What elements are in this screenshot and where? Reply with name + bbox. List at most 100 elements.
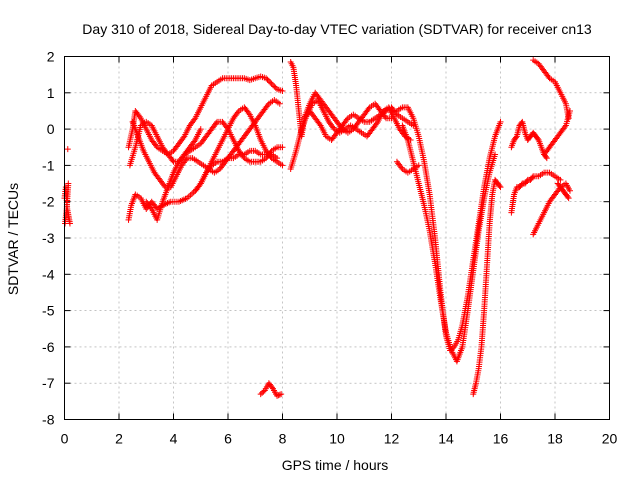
data-point — [180, 134, 187, 141]
data-point — [497, 118, 504, 125]
data-point — [265, 78, 272, 85]
data-point — [264, 76, 271, 83]
data-point — [566, 107, 573, 114]
x-tick-label: 12 — [384, 431, 400, 447]
data-point — [263, 75, 270, 82]
series-sat-j — [257, 380, 285, 399]
data-point — [415, 162, 422, 169]
data-point — [398, 164, 405, 171]
data-point — [316, 121, 323, 128]
y-tick-label: -4 — [42, 266, 55, 282]
data-point — [534, 135, 541, 142]
series-sat-w — [554, 180, 572, 202]
x-tick-label: 4 — [170, 431, 178, 447]
data-point — [496, 182, 503, 189]
series-sat-i — [192, 104, 286, 194]
x-tick-label: 16 — [493, 431, 509, 447]
data-point — [388, 115, 395, 122]
data-point — [245, 110, 252, 117]
y-tick-label: -5 — [42, 303, 55, 319]
data-point — [136, 113, 143, 120]
data-point — [65, 180, 72, 187]
data-point — [566, 187, 573, 194]
data-point — [272, 84, 279, 91]
data-point — [381, 113, 388, 120]
data-point — [213, 120, 220, 127]
series-sat-t — [530, 57, 572, 122]
data-point — [234, 109, 241, 116]
data-point — [191, 116, 198, 123]
x-tick-label: 6 — [224, 431, 232, 447]
series-sat-f — [126, 118, 204, 169]
data-points — [61, 57, 573, 399]
data-point — [180, 152, 187, 159]
y-tick-label: 1 — [47, 85, 55, 101]
data-point — [275, 392, 282, 399]
data-point — [557, 176, 564, 183]
series-sat-s — [508, 118, 550, 162]
plot-frame — [64, 56, 610, 420]
series-sat-m — [301, 89, 395, 136]
data-point — [153, 142, 160, 149]
x-axis-label: GPS time / hours — [282, 457, 389, 473]
x-tick-label: 14 — [438, 431, 454, 447]
x-tick-label: 20 — [602, 431, 618, 447]
series-sat-u — [541, 107, 573, 158]
y-tick-label: -8 — [42, 412, 55, 428]
data-point — [529, 174, 536, 181]
series-sat-o — [399, 122, 499, 365]
data-point — [196, 182, 203, 189]
y-tick-label: -3 — [42, 230, 55, 246]
data-point — [338, 124, 345, 131]
data-point — [543, 155, 550, 162]
data-point — [191, 138, 198, 145]
data-point — [269, 82, 276, 89]
data-point — [264, 102, 271, 109]
data-point — [240, 153, 247, 160]
series-sat-c — [64, 146, 71, 153]
data-point — [268, 80, 275, 87]
series-sat-q — [470, 176, 504, 398]
data-point — [267, 79, 274, 86]
data-point — [260, 388, 267, 395]
data-point — [365, 105, 372, 112]
data-point — [197, 126, 204, 133]
data-point — [330, 124, 337, 131]
data-point — [279, 87, 286, 94]
data-point — [492, 151, 499, 158]
chart-title: Day 310 of 2018, Sidereal Day-to-day VTE… — [82, 21, 592, 37]
data-point — [279, 162, 286, 169]
data-point — [279, 144, 286, 151]
series-sat-l — [287, 97, 414, 173]
y-tick-label: -6 — [42, 339, 55, 355]
data-point — [564, 193, 571, 200]
data-point — [497, 184, 504, 191]
data-point — [545, 73, 552, 80]
data-point — [64, 146, 71, 153]
y-axis-label: SDTVAR / TECUs — [5, 183, 21, 295]
data-point — [276, 100, 283, 107]
data-point — [267, 153, 274, 160]
data-point — [278, 391, 285, 398]
x-tick-label: 2 — [115, 431, 123, 447]
data-point — [183, 156, 190, 163]
x-tick-label: 10 — [329, 431, 345, 447]
data-point — [276, 391, 283, 398]
y-tick-label: 0 — [47, 121, 55, 137]
series-sat-p — [393, 158, 422, 176]
x-tick-label: 18 — [547, 431, 563, 447]
series-sat-r — [508, 169, 564, 216]
series-sat-h — [143, 118, 286, 223]
data-point — [565, 195, 572, 202]
data-point — [512, 134, 519, 141]
y-tick-label: -2 — [42, 194, 55, 210]
y-tick-label: 2 — [47, 49, 55, 65]
y-tick-label: -1 — [42, 157, 55, 173]
data-point — [268, 384, 275, 391]
data-point — [274, 392, 281, 399]
x-tick-label: 0 — [61, 431, 69, 447]
data-point — [343, 116, 350, 123]
